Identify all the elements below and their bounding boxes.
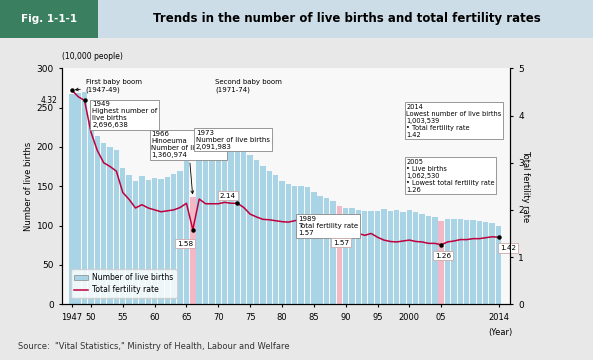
Bar [184, 161, 189, 304]
Bar [337, 206, 342, 304]
Bar [203, 152, 208, 304]
Bar [69, 94, 75, 304]
Bar [120, 168, 126, 304]
Bar [489, 223, 495, 304]
Bar [381, 209, 387, 304]
Bar [317, 196, 323, 304]
Bar [305, 187, 310, 304]
Bar [177, 171, 183, 304]
Bar [298, 186, 304, 304]
Bar [458, 219, 463, 304]
Bar [496, 226, 501, 304]
Bar [209, 156, 215, 304]
Bar [171, 174, 177, 304]
Bar [216, 153, 221, 304]
Bar [375, 211, 380, 304]
Bar [133, 181, 138, 304]
Text: 1966
Hinoeuma
Number of live births
1,360,974: 1966 Hinoeuma Number of live births 1,36… [151, 131, 225, 194]
Bar [235, 140, 240, 304]
Y-axis label: Number of live births: Number of live births [24, 142, 33, 231]
Bar [419, 214, 425, 304]
Bar [126, 175, 132, 304]
Bar [343, 208, 348, 304]
Bar [279, 181, 285, 304]
Bar [426, 216, 431, 304]
Bar [145, 180, 151, 304]
Text: 1973
Number of live births
2,091,983: 1973 Number of live births 2,091,983 [196, 130, 270, 150]
Bar [273, 175, 278, 304]
Bar [451, 219, 457, 304]
Bar [311, 192, 317, 304]
Bar [413, 212, 419, 304]
Bar [82, 92, 87, 304]
Text: (10,000 people): (10,000 people) [62, 51, 123, 60]
Bar [394, 210, 399, 304]
Bar [292, 185, 298, 304]
Text: 4.32: 4.32 [41, 96, 58, 105]
Bar [362, 211, 368, 304]
Text: 1949
Highest number of
live births
2,696,638: 1949 Highest number of live births 2,696… [92, 102, 158, 129]
Bar [190, 197, 196, 304]
Bar [260, 166, 266, 304]
Text: Fig. 1-1-1: Fig. 1-1-1 [21, 14, 77, 24]
Bar [483, 222, 489, 304]
Bar [266, 171, 272, 304]
Bar [114, 150, 119, 304]
Text: First baby boom
(1947-49): First baby boom (1947-49) [75, 80, 142, 93]
Bar [445, 219, 450, 304]
Bar [75, 93, 81, 304]
Bar [464, 220, 470, 304]
Bar [407, 210, 412, 304]
Text: (Year): (Year) [488, 328, 512, 337]
Text: 1989
Total fertility rate
1.57: 1989 Total fertility rate 1.57 [298, 216, 358, 236]
Bar [356, 210, 361, 304]
Bar [165, 177, 170, 304]
Bar [247, 155, 253, 304]
Bar [98, 0, 593, 38]
Y-axis label: Total fertility rate: Total fertility rate [521, 150, 530, 222]
Bar [158, 179, 164, 304]
Bar [95, 136, 100, 304]
Bar [477, 221, 482, 304]
Legend: Number of live births, Total fertility rate: Number of live births, Total fertility r… [71, 269, 177, 298]
Text: 1.26: 1.26 [435, 253, 451, 258]
Bar [101, 143, 106, 304]
Bar [254, 160, 259, 304]
Text: 1.57: 1.57 [333, 240, 349, 246]
Bar [88, 120, 94, 304]
Bar [0, 0, 98, 38]
Text: 1.58: 1.58 [177, 241, 193, 247]
Bar [286, 184, 291, 304]
Bar [107, 147, 113, 304]
Bar [241, 145, 247, 304]
Bar [330, 201, 336, 304]
Text: 2005
• Live births
1,062,530
• Lowest total fertility rate
1.26: 2005 • Live births 1,062,530 • Lowest to… [406, 159, 495, 193]
Bar [470, 220, 476, 304]
Bar [400, 212, 406, 304]
Bar [349, 207, 355, 304]
Text: Second baby boom
(1971-74): Second baby boom (1971-74) [215, 80, 282, 93]
Bar [388, 211, 393, 304]
Bar [368, 211, 374, 304]
Bar [438, 221, 444, 304]
Text: 1.42: 1.42 [500, 245, 516, 251]
Text: 2.14: 2.14 [220, 193, 236, 199]
Text: Source:  "Vital Statistics," Ministry of Health, Labour and Welfare: Source: "Vital Statistics," Ministry of … [18, 342, 289, 351]
Bar [139, 176, 145, 304]
Text: Trends in the number of live births and total fertility rates: Trends in the number of live births and … [153, 12, 541, 26]
Bar [222, 146, 227, 304]
Bar [432, 217, 438, 304]
Bar [324, 198, 329, 304]
Bar [196, 152, 202, 304]
Text: 2014
Lowest number of live births
1,003,539
• Total fertility rate
1.42: 2014 Lowest number of live births 1,003,… [406, 104, 502, 138]
Bar [228, 147, 234, 304]
Bar [152, 177, 157, 304]
